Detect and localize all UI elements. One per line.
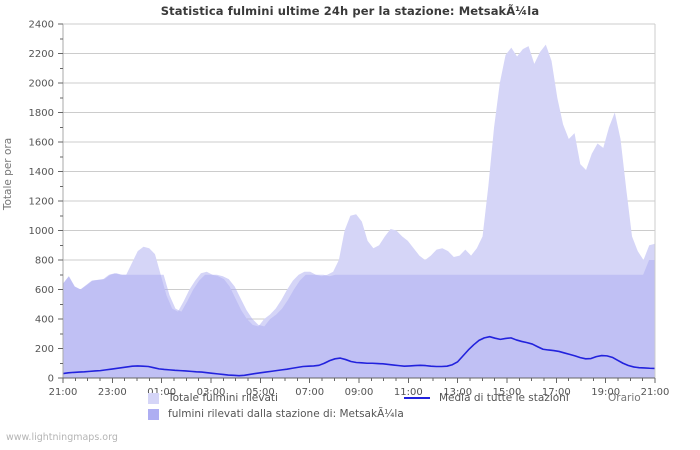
legend-item-average: Media di tutte le stazioni <box>404 390 569 406</box>
legend-label-average: Media di tutte le stazioni <box>439 392 569 404</box>
x-tick-label: 11:00 <box>394 387 423 398</box>
y-tick-label: 1200 <box>29 197 54 208</box>
area-series-station <box>63 260 655 378</box>
site-watermark: www.lightningmaps.org <box>6 432 118 443</box>
legend-swatch-total <box>148 392 159 404</box>
x-tick-label: 13:00 <box>443 387 472 398</box>
x-tick-label: 01:00 <box>147 387 176 398</box>
x-tick-label: 03:00 <box>197 387 226 398</box>
x-tick-label: 05:00 <box>246 387 275 398</box>
y-tick-label: 1600 <box>29 138 54 149</box>
x-tick-label: 23:00 <box>98 387 127 398</box>
y-tick-label: 600 <box>35 285 54 296</box>
y-tick-label: 800 <box>35 256 54 267</box>
x-tick-label: 09:00 <box>345 387 374 398</box>
legend-item-total: Totale fulmini rilevati <box>148 390 278 406</box>
y-tick-label: 2000 <box>29 79 54 90</box>
x-tick-label: 21:00 <box>641 387 670 398</box>
y-tick-label: 200 <box>35 344 54 355</box>
x-tick-label: 07:00 <box>295 387 324 398</box>
y-tick-label: 1000 <box>29 226 54 237</box>
x-tick-label: 17:00 <box>542 387 571 398</box>
x-tick-label: 21:00 <box>49 387 78 398</box>
legend-item-station: fulmini rilevati dalla stazione di: Mets… <box>148 406 404 422</box>
legend-label-station: fulmini rilevati dalla stazione di: Mets… <box>168 408 404 420</box>
y-tick-label: 400 <box>35 315 54 326</box>
x-tick-label: 19:00 <box>591 387 620 398</box>
y-tick-label: 2400 <box>29 20 54 31</box>
y-tick-label: 1400 <box>29 167 54 178</box>
legend-swatch-station <box>148 408 159 420</box>
legend-line-average <box>404 397 430 399</box>
x-tick-label: 15:00 <box>493 387 522 398</box>
legend-label-total: Totale fulmini rilevati <box>168 392 278 404</box>
line-series-average <box>62 335 656 377</box>
y-tick-label: 2200 <box>29 49 54 60</box>
chart-legend: Totale fulmini rilevati fulmini rilevati… <box>0 388 700 428</box>
chart-title: Statistica fulmini ultime 24h per la sta… <box>160 4 540 18</box>
y-tick-label: 0 <box>48 374 54 385</box>
x-axis-title: Orario <box>608 392 641 404</box>
y-tick-label: 1800 <box>29 108 54 119</box>
